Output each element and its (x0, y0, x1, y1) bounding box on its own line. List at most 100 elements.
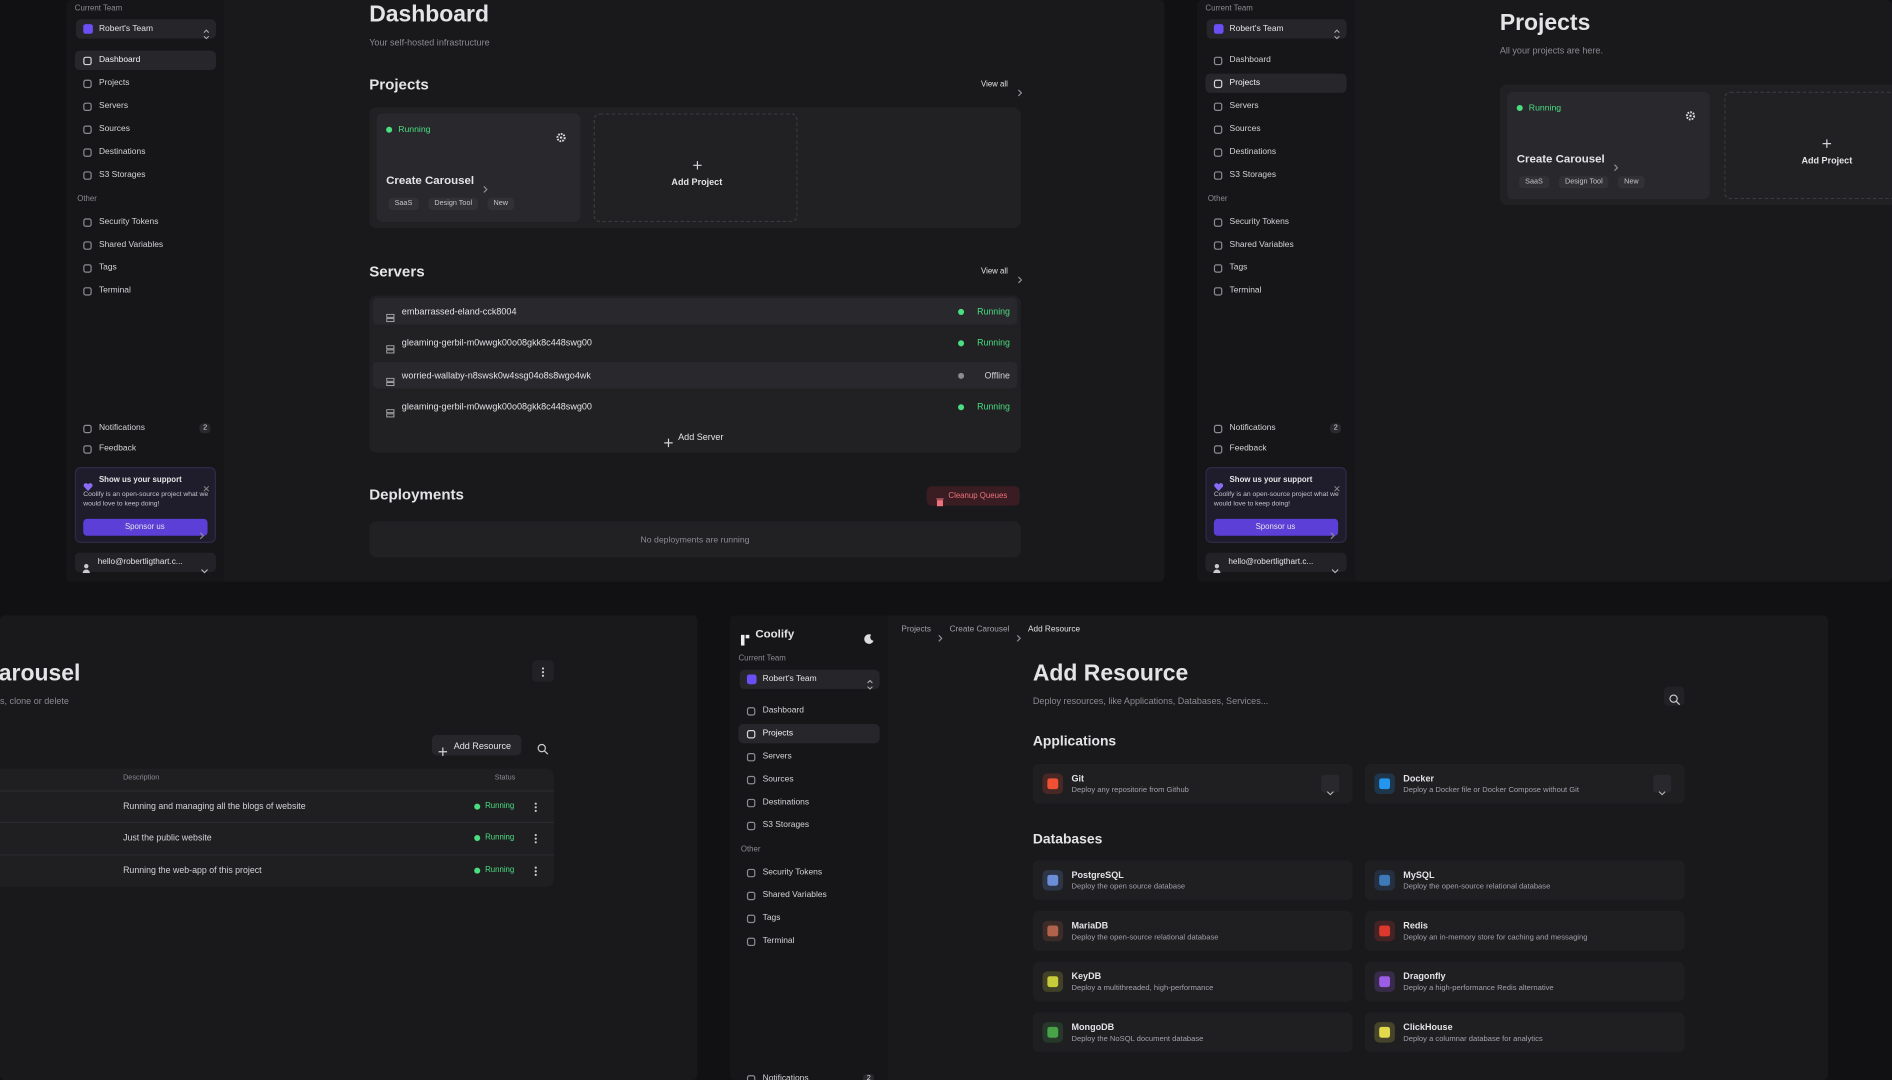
cleanup-button[interactable]: Cleanup Queues (926, 486, 1020, 507)
nav-item[interactable]: Destinations (75, 142, 216, 161)
account-chevron-glyph (1331, 569, 1339, 574)
team-select[interactable]: Robert's Team (76, 19, 216, 40)
nav-item[interactable]: Servers (738, 747, 879, 766)
nav-item[interactable]: Projects (738, 724, 880, 744)
breadcrumb[interactable]: Projects (901, 625, 931, 635)
nav-item[interactable]: Terminal (75, 281, 216, 300)
sidebar-bg (730, 615, 889, 1080)
more-button[interactable] (530, 799, 542, 813)
close-icon[interactable] (203, 477, 210, 492)
nav-item[interactable]: Dashboard (738, 701, 879, 720)
account-menu[interactable]: hello@robertligthart.c... (1205, 552, 1347, 574)
server-row[interactable]: worried-wallaby-n8swsk0w4ssg04o8s8wgo4wk… (372, 362, 1018, 389)
nav-item[interactable]: Tags (75, 258, 216, 277)
nav-item[interactable]: Notifications (75, 419, 216, 438)
server-row[interactable]: gleaming-gerbil-m0wwgk00o08gkk8c448swg00… (373, 393, 1017, 420)
resource-card[interactable]: Docker Deploy a Docker file or Docker Com… (1364, 763, 1685, 804)
icon (746, 775, 756, 784)
nav-item[interactable]: S3 Storages (738, 816, 879, 835)
resource-description: Deploy a multithreaded, high-performance (1071, 984, 1214, 993)
nav-item[interactable]: Destinations (1205, 142, 1346, 161)
resource-icon-mark (1379, 874, 1391, 886)
more-button[interactable] (537, 664, 549, 678)
sponsor-button[interactable]: Sponsor us (83, 518, 208, 540)
more-button[interactable] (530, 830, 542, 844)
nav-item[interactable]: Tags (738, 909, 879, 928)
nav-item[interactable]: Feedback (1205, 439, 1346, 458)
sponsor-button[interactable]: Sponsor us (1213, 518, 1339, 540)
settings-icon[interactable] (556, 127, 566, 143)
support-text: Coolify is an open-source project what w… (83, 491, 209, 509)
resource-card[interactable]: KeyDB Deploy a multithreaded, high-perfor… (1032, 961, 1353, 1002)
view-all-link[interactable]: View all (980, 267, 1008, 276)
nav-item[interactable]: Notifications (1205, 419, 1346, 438)
icon (1213, 286, 1223, 296)
nav-item[interactable]: Terminal (738, 932, 879, 951)
page-title: Add Resource (1032, 661, 1189, 687)
theme-toggle[interactable] (864, 629, 875, 644)
nav-item[interactable]: Shared Variables (1205, 235, 1346, 254)
nav-item[interactable]: Tags (1205, 258, 1346, 277)
breadcrumb[interactable]: Create Carousel (949, 625, 1010, 635)
nav-item[interactable]: Sources (75, 119, 216, 138)
nav-item[interactable]: Feedback (75, 439, 216, 458)
nav-item[interactable]: Terminal (1205, 281, 1346, 300)
nav-item[interactable]: Destinations (738, 793, 879, 812)
server-row[interactable]: gleaming-gerbil-m0wwgk00o08gkk8c448swg00… (373, 329, 1017, 356)
resource-card[interactable]: PostgreSQL Deploy the open source databas… (1032, 860, 1353, 901)
search-button[interactable] (1663, 686, 1685, 706)
close-icon[interactable] (1333, 477, 1340, 492)
chevron-right (1016, 626, 1022, 642)
search-button[interactable] (537, 740, 549, 755)
resource-name: MySQL (1403, 869, 1435, 881)
resource-icon-mark (1047, 925, 1059, 937)
project-card[interactable]: Running Create Carousel SaaS Design Tool New (376, 113, 581, 223)
add-project-card[interactable]: Add Project (593, 113, 798, 223)
nav-item[interactable]: S3 Storages (1205, 165, 1346, 184)
nav-item[interactable]: Sources (1205, 119, 1346, 138)
more-button[interactable] (530, 863, 542, 877)
nav-item[interactable]: Sources (738, 770, 879, 789)
resource-card[interactable]: Git Deploy any repositorie from Github (1032, 763, 1353, 804)
nav-item[interactable]: Security Tokens (1205, 212, 1346, 231)
resource-card[interactable]: MariaDB Deploy the open-source relational… (1032, 911, 1353, 951)
account-menu[interactable]: hello@robertligthart.c... (74, 552, 216, 574)
expand-button[interactable] (1653, 774, 1672, 796)
add-project-card[interactable]: Add Project (1724, 91, 1892, 200)
resource-card[interactable]: Dragonfly Deploy a high-performance Redis… (1364, 961, 1685, 1002)
resource-card[interactable]: MongoDB Deploy the NoSQL document databas… (1032, 1012, 1353, 1053)
nav-item[interactable]: Dashboard (1205, 51, 1346, 70)
nav-item[interactable]: Dashboard (74, 50, 216, 70)
nav-item[interactable]: Shared Variables (75, 235, 216, 254)
team-select[interactable]: Robert's Team (739, 669, 880, 690)
settings-icon[interactable] (1685, 105, 1696, 121)
icon (746, 729, 756, 738)
nav-item[interactable]: Security Tokens (75, 212, 216, 231)
team-label: Current Team (74, 4, 123, 13)
nav-item[interactable]: Projects (1205, 73, 1347, 93)
resource-card[interactable]: Redis Deploy an in-memory store for cachi… (1364, 911, 1685, 951)
server-row[interactable]: embarrassed-eland-cck8004 Running (372, 298, 1018, 325)
team-label: Current Team (738, 654, 786, 664)
resource-icon-mark (1379, 778, 1391, 790)
add-resource-button[interactable]: Add Resource (431, 734, 522, 756)
nav-item[interactable]: Servers (1205, 97, 1346, 116)
expand-button[interactable] (1321, 774, 1340, 796)
add-server-button[interactable]: Add Server (678, 431, 724, 443)
resource-card[interactable]: ClickHouse Deploy a columnar database for… (1364, 1012, 1685, 1053)
view-all-link[interactable]: View all (980, 80, 1008, 89)
icon (746, 821, 756, 830)
nav-item[interactable]: Security Tokens (738, 863, 879, 882)
nav-item[interactable]: Projects (75, 74, 216, 93)
nav-label: Notifications (762, 1074, 809, 1080)
resource-card[interactable]: MySQL Deploy the open-source relational d… (1364, 860, 1685, 901)
settings-icon-glyph (556, 132, 566, 143)
team-select[interactable]: Robert's Team (1206, 19, 1347, 40)
nav-item[interactable]: S3 Storages (75, 165, 216, 184)
nav-item[interactable]: Notifications (738, 1069, 879, 1080)
resource-name: KeyDB (1071, 970, 1102, 982)
more-box (532, 660, 554, 682)
nav-item[interactable]: Shared Variables (738, 886, 879, 905)
nav-item[interactable]: Servers (75, 97, 216, 116)
project-card[interactable]: Running Create Carousel SaaS Design Tool New (1507, 91, 1710, 200)
